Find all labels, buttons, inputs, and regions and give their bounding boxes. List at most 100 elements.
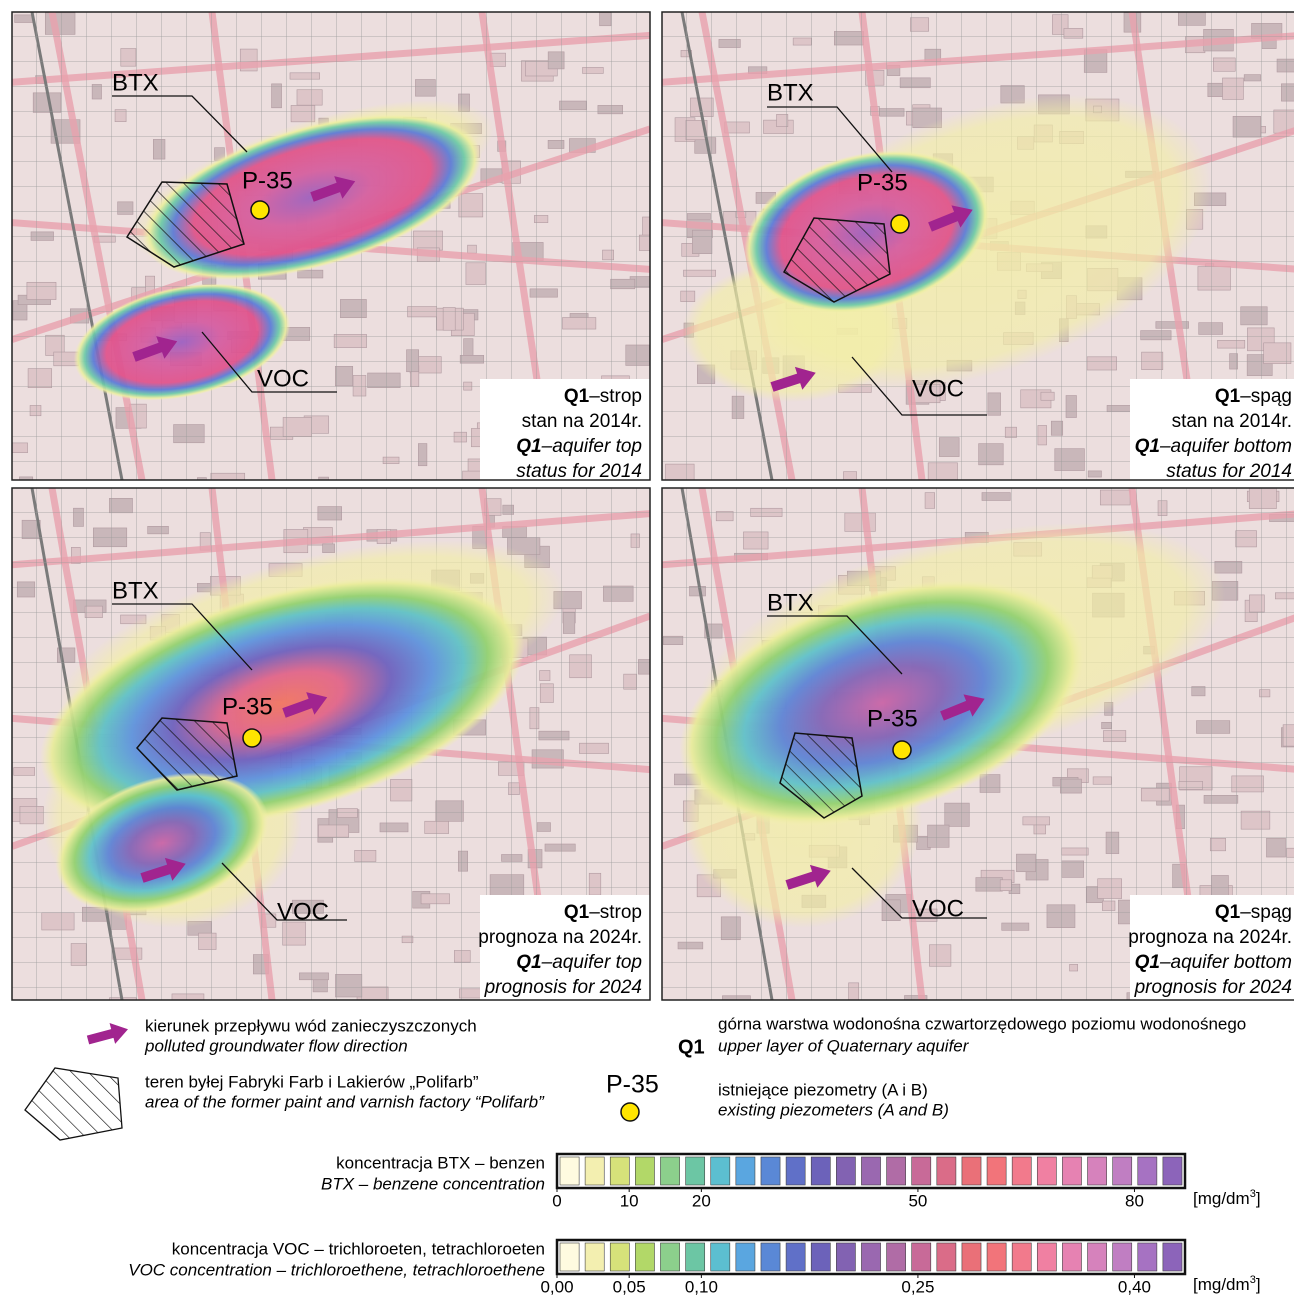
btx-label: BTX: [112, 577, 159, 604]
piezometer-label: P-35: [242, 167, 293, 194]
caption-pl: Q1–strop: [564, 386, 642, 407]
legend-text: upper layer of Quaternary aquifer: [718, 1036, 970, 1055]
unit-base: [mg/dm: [1193, 1189, 1250, 1208]
color-swatch: [660, 1157, 679, 1185]
color-swatch: [1113, 1243, 1132, 1271]
voc-label: VOC: [912, 375, 964, 402]
scale-tick-label: 50: [908, 1191, 927, 1210]
piezometer-label: P-35: [867, 705, 918, 732]
caption-pl: Q1–spąg: [1215, 902, 1292, 923]
caption-text: –aquifer bottom: [1159, 952, 1292, 973]
color-swatch: [1163, 1157, 1182, 1185]
scale-tick-label: 0,00: [540, 1277, 573, 1295]
scale-label: BTX – benzene concentration: [321, 1174, 545, 1193]
unit-close: ]: [1256, 1189, 1261, 1208]
color-swatch: [635, 1243, 654, 1271]
color-swatch: [585, 1157, 604, 1185]
voc-label: VOC: [277, 898, 329, 925]
scale-unit: [mg/dm3]: [1193, 1274, 1261, 1295]
caption-en: Q1–aquifer bottom: [1135, 952, 1292, 973]
color-swatch: [635, 1157, 654, 1185]
caption-text: –aquifer top: [541, 436, 642, 457]
legend-text: area of the former paint and varnish fac…: [145, 1092, 545, 1111]
unit-close: ]: [1256, 1275, 1261, 1294]
caption-en: Q1–aquifer top: [516, 952, 642, 973]
map-background: BTXVOCP-35Q1–stropprognoza na 2024r.Q1–a…: [11, 488, 655, 1009]
color-swatch: [736, 1157, 755, 1185]
color-swatch: [1062, 1157, 1081, 1185]
color-swatch: [1037, 1243, 1056, 1271]
legend-text: górna warstwa wodonośna czwartorzędowego…: [718, 1014, 1246, 1033]
btx-label: BTX: [767, 79, 814, 106]
color-swatch: [811, 1243, 830, 1271]
caption-pl-line2: stan na 2014r.: [522, 411, 642, 432]
scale-tick-label: 80: [1125, 1191, 1144, 1210]
scale-label: koncentracja BTX – benzen: [336, 1153, 545, 1172]
color-swatch: [736, 1243, 755, 1271]
scale-tick-label: 0,40: [1118, 1277, 1151, 1295]
color-swatch: [1088, 1157, 1107, 1185]
caption-en: Q1–aquifer top: [516, 436, 642, 457]
caption-pl: Q1–spąg: [1215, 386, 1292, 407]
piezometer: [893, 741, 911, 759]
caption-code: Q1: [564, 386, 590, 407]
caption-text: –spąg: [1240, 386, 1292, 407]
caption-pl-line2: stan na 2014r.: [1172, 411, 1292, 432]
color-swatch: [585, 1243, 604, 1271]
legend-text: existing piezometers (A and B): [718, 1100, 949, 1119]
piezometer-label: P-35: [857, 169, 908, 196]
caption-text: –aquifer bottom: [1159, 436, 1292, 457]
color-swatch: [1037, 1157, 1056, 1185]
scale-tick-label: 0,25: [901, 1277, 934, 1295]
caption-pl-line2: prognoza na 2024r.: [1128, 927, 1292, 948]
color-swatch: [811, 1157, 830, 1185]
caption-code: Q1: [1135, 436, 1160, 457]
legend-text: polluted groundwater flow direction: [144, 1036, 408, 1055]
color-swatch: [887, 1243, 906, 1271]
caption-text: –aquifer top: [541, 952, 642, 973]
piezometer: [621, 1103, 639, 1121]
map-background: BTXVOCP-35Q1–stropstan na 2014r.Q1–aquif…: [12, 12, 663, 496]
caption-code: Q1: [516, 436, 541, 457]
color-swatch: [711, 1243, 730, 1271]
piezometer: [243, 729, 261, 747]
scale-tick-label: 10: [620, 1191, 639, 1210]
scale-unit: [mg/dm3]: [1193, 1188, 1261, 1209]
scale-label: VOC concentration – trichloroethene, tet…: [128, 1260, 545, 1279]
caption-code: Q1: [564, 902, 590, 923]
factory-symbol: [25, 1068, 122, 1140]
color-swatch: [912, 1243, 931, 1271]
color-swatch: [610, 1243, 629, 1271]
scale-label: koncentracja VOC – trichloroeten, tetrac…: [172, 1239, 545, 1258]
figure: BTXVOCP-35Q1–stropstan na 2014r.Q1–aquif…: [0, 0, 1294, 1295]
color-swatch: [962, 1157, 981, 1185]
piezometer: [891, 215, 909, 233]
caption-text: –strop: [589, 386, 642, 407]
color-swatch: [1163, 1243, 1182, 1271]
caption-text: –strop: [589, 902, 642, 923]
color-swatch: [610, 1157, 629, 1185]
piezometer: [251, 201, 269, 219]
caption-en-line2: status for 2014: [1166, 461, 1292, 482]
map-background: BTXVOCP-35Q1–spągprognoza na 2024r.Q1–aq…: [648, 476, 1294, 1012]
color-swatch: [1012, 1157, 1031, 1185]
color-swatch: [861, 1157, 880, 1185]
btx-label: BTX: [767, 589, 814, 616]
legend: kierunek przepływu wód zanieczyszczonych…: [25, 1014, 1261, 1295]
color-swatch: [836, 1157, 855, 1185]
color-swatch: [1062, 1243, 1081, 1271]
color-swatch: [1088, 1243, 1107, 1271]
caption-en-line2: prognosis for 2024: [484, 977, 642, 998]
color-swatch: [786, 1243, 805, 1271]
caption-code: Q1: [1215, 386, 1241, 407]
caption-en: Q1–aquifer bottom: [1135, 436, 1292, 457]
color-swatch: [987, 1157, 1006, 1185]
legend-text: istniejące piezometry (A i B): [718, 1080, 928, 1099]
btx-label: BTX: [112, 69, 159, 96]
scale-tick-label: 0,10: [685, 1277, 718, 1295]
legend-text: teren byłej Fabryki Farb i Lakierów „Pol…: [145, 1072, 479, 1091]
